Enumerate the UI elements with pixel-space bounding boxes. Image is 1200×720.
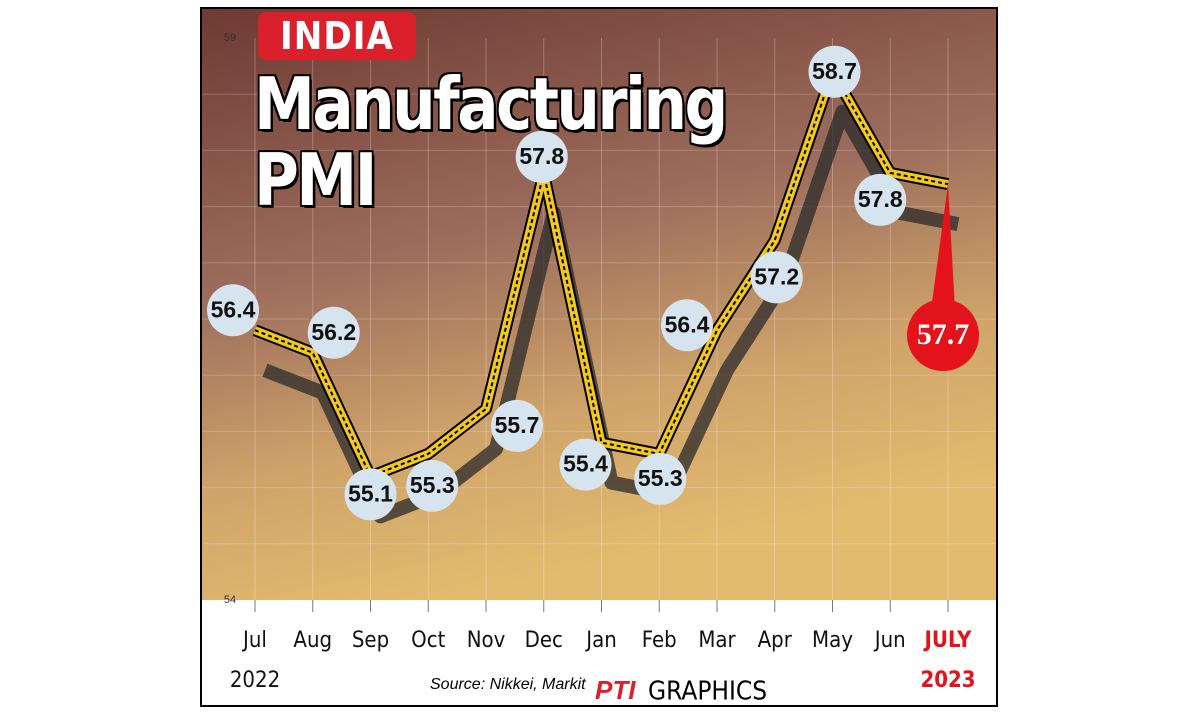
year-label: 2022 bbox=[230, 668, 280, 693]
label-bubble bbox=[307, 306, 360, 359]
source: Source: Nikkei, Markit bbox=[430, 676, 586, 693]
label-bubble bbox=[750, 251, 803, 304]
label-bubble bbox=[406, 459, 459, 512]
x-tick-label: Nov bbox=[467, 628, 506, 653]
credit-text: GRAPHICS bbox=[648, 677, 767, 707]
x-tick-label: Aug bbox=[293, 628, 332, 653]
callout-pointer bbox=[931, 184, 955, 311]
value-label: 55.4 bbox=[563, 451, 608, 477]
value-label: 57.7 bbox=[917, 318, 970, 351]
label-bubble bbox=[559, 438, 612, 491]
value-label: 55.3 bbox=[410, 472, 455, 498]
y-tick-label: 54 bbox=[224, 594, 236, 606]
label-bubble bbox=[207, 284, 259, 337]
x-tick-label: Jun bbox=[873, 628, 906, 653]
x-tick-label: Sep bbox=[352, 628, 389, 653]
year-label: 2023 bbox=[920, 668, 975, 693]
label-bubble bbox=[854, 173, 907, 226]
y-tick-label: 59 bbox=[224, 32, 236, 44]
x-tick-label: Apr bbox=[758, 628, 793, 653]
value-label: 55.3 bbox=[638, 465, 683, 491]
value-label: 58.7 bbox=[812, 58, 857, 84]
value-label: 57.8 bbox=[858, 186, 903, 212]
value-label: 57.8 bbox=[519, 143, 564, 169]
x-tick-label: Mar bbox=[698, 628, 736, 653]
value-label: 55.1 bbox=[348, 480, 393, 506]
highlight-marker bbox=[907, 299, 979, 372]
label-bubble bbox=[515, 130, 568, 183]
label-bubble bbox=[491, 399, 543, 452]
value-label: 55.7 bbox=[495, 412, 540, 438]
x-tick-label: Oct bbox=[411, 628, 445, 653]
value-label: 56.2 bbox=[311, 319, 356, 345]
label-bubble bbox=[344, 468, 397, 521]
value-label: 56.4 bbox=[665, 311, 710, 337]
label-bubble bbox=[808, 45, 861, 98]
value-label: 56.4 bbox=[211, 296, 256, 322]
x-tick-label: Dec bbox=[525, 628, 563, 653]
credit-logo: PTI bbox=[595, 675, 636, 705]
plot-background bbox=[202, 9, 996, 600]
label-bubble bbox=[634, 452, 687, 505]
value-label: 57.2 bbox=[754, 263, 799, 289]
label-bubble bbox=[661, 299, 713, 352]
x-tick-label: May bbox=[812, 628, 853, 653]
x-tick-label: Feb bbox=[642, 628, 677, 653]
x-tick-label: Jan bbox=[584, 628, 617, 653]
tag: INDIA bbox=[258, 12, 416, 60]
chart-title: Manufacturing PMI bbox=[254, 62, 728, 222]
x-tick-label: Jul bbox=[241, 628, 267, 653]
x-tick-label: JULY bbox=[923, 628, 973, 653]
